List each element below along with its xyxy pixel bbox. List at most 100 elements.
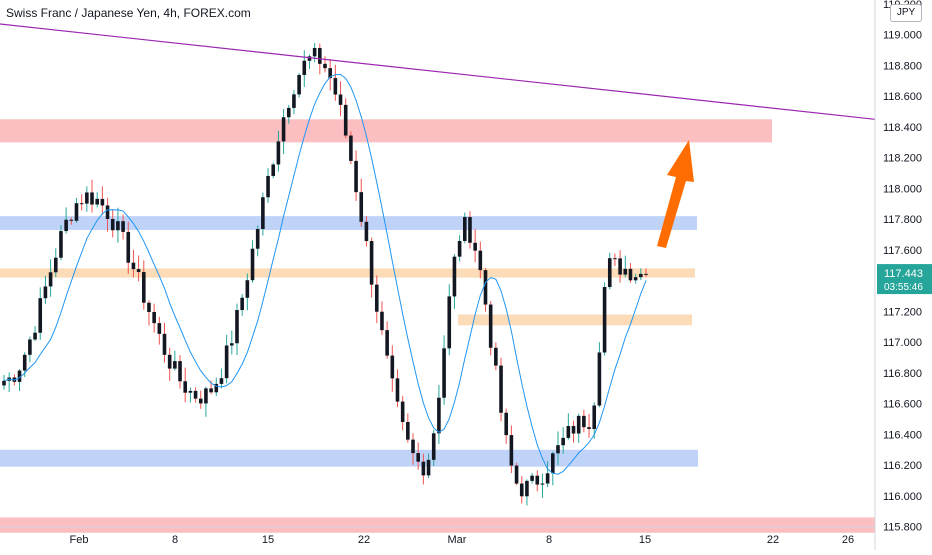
candle [333,64,338,101]
candle [74,197,79,223]
candle-body [141,272,146,303]
time-axis-label: 15 [262,534,274,546]
price-axis-label: 118.200 [883,153,922,165]
candle [193,387,198,403]
candle [442,335,446,405]
candles [2,43,648,506]
current-price-value: 117.443 [884,268,923,280]
time-axis-label: 8 [546,534,552,546]
candle-body [147,302,151,313]
candle-body [136,269,141,273]
candle [198,390,203,409]
candle-body [110,218,115,231]
candle-body [421,461,426,476]
candle-body [499,365,503,413]
candle-body [230,343,234,346]
candle [110,209,115,238]
candle-body [28,339,32,355]
candle-body [173,361,177,369]
candle [509,425,514,474]
candle [53,248,58,278]
zone-blue [0,216,697,230]
candle-body [582,415,586,428]
candle [204,386,208,417]
candle-body [312,48,317,57]
candle [406,413,410,443]
candle-body [390,355,395,379]
candle-body [530,475,534,481]
price-axis-label: 116.200 [883,460,922,472]
price-axis-label: 118.600 [883,91,922,103]
currency-badge[interactable]: JPY [890,4,922,22]
candle-body [571,426,576,434]
candle [494,342,498,371]
zone-red [0,517,875,533]
candle [374,275,379,323]
candle-body [385,330,389,356]
candle [633,273,638,284]
candle-body [2,380,6,386]
candle [561,427,565,454]
candle [157,316,162,345]
candle [644,268,648,277]
candle-body [90,192,94,205]
candle [607,252,612,290]
candle [297,73,301,98]
up-arrow [657,140,694,248]
candle [390,345,395,392]
candle [421,453,426,485]
candle-body [478,250,483,271]
candle [224,334,229,384]
candle [286,105,291,124]
candle-body [48,272,53,287]
candle [639,268,643,281]
candle [116,207,120,243]
price-axis-label: 119.000 [883,30,922,42]
candle-body [53,257,58,273]
candle-body [343,104,348,136]
candle [592,402,597,439]
candle [535,470,540,492]
candle-body [162,333,167,355]
candle [431,430,436,467]
candle-body [188,390,193,393]
candle-body [328,68,332,79]
candle-body [240,297,244,311]
candle-body [364,221,369,242]
candle [2,374,6,390]
candle-body [561,437,565,446]
candle-body [318,48,322,64]
candle [266,168,270,203]
candle-body [602,287,607,353]
candle [359,178,364,227]
candle-body [157,323,162,334]
candle [292,90,296,115]
candle [48,259,53,297]
candle [255,225,260,257]
candle [369,237,374,298]
candle [271,162,276,179]
candle-body [209,388,213,393]
candle [126,221,131,274]
candle-body [69,219,74,221]
time-axis-label: Mar [448,534,467,546]
price-axis-label: 117.000 [883,337,922,349]
candle-body [519,483,524,497]
candle-body [204,388,208,404]
candle [499,357,503,422]
candle-body [592,405,597,429]
candle-body [551,453,555,474]
candle [43,275,48,304]
candle [328,58,332,91]
candle-body [597,352,602,406]
candle [183,367,188,403]
candle [488,301,493,356]
candle-body [183,381,188,393]
candle [545,461,550,488]
candle-body [452,256,457,297]
candle [447,284,452,356]
candle-body [17,370,22,382]
candle [566,413,571,440]
